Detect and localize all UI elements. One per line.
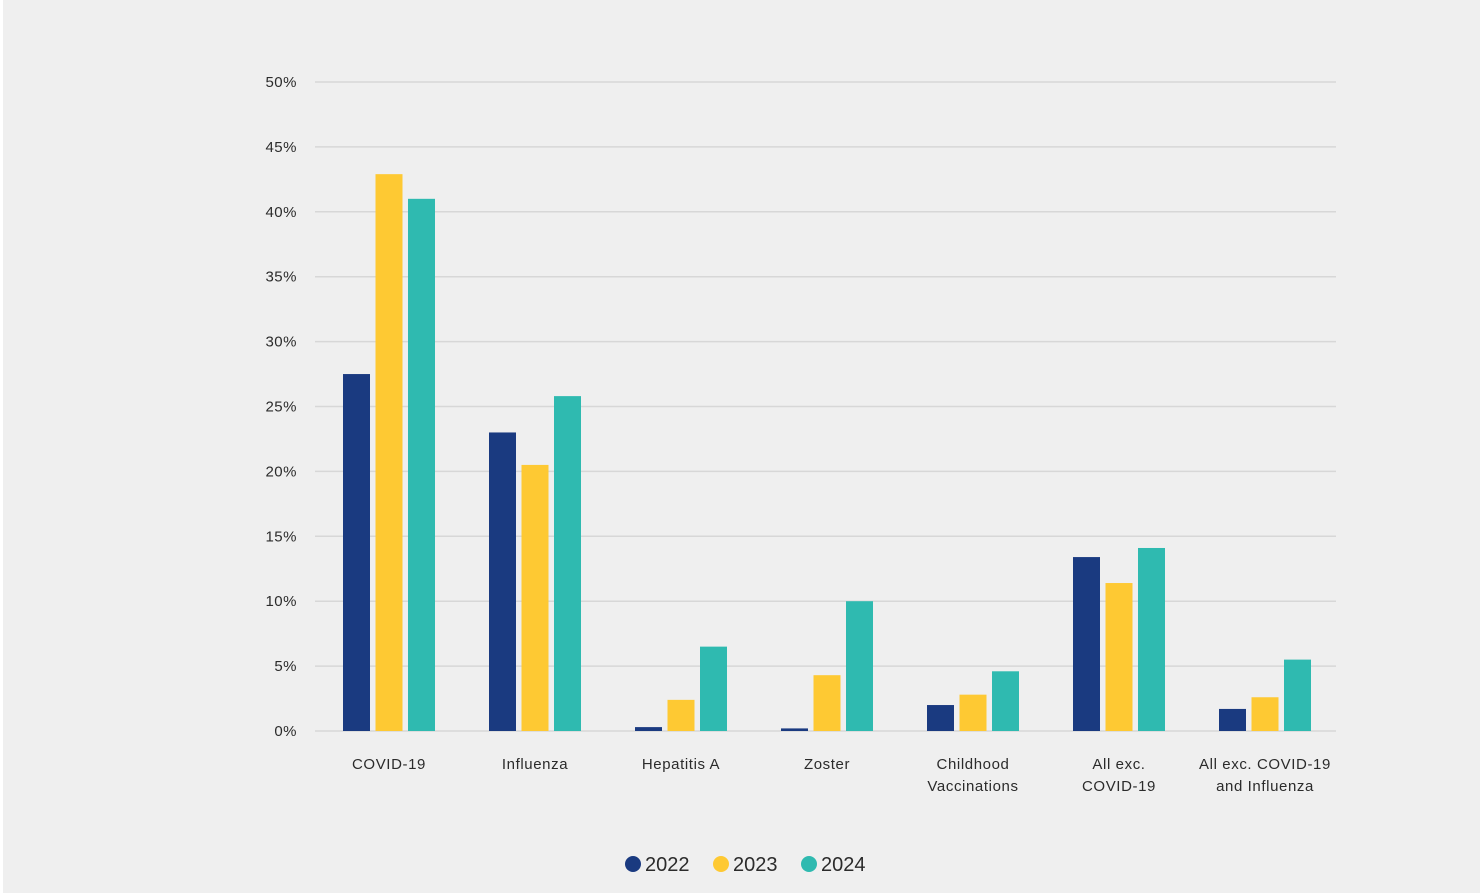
bar-2024 [992, 671, 1019, 731]
bars [343, 174, 1311, 731]
x-category-label: All exc. COVID-19 [1082, 756, 1156, 795]
y-tick-label: 30% [265, 334, 297, 351]
y-tick-label: 50% [265, 74, 297, 91]
x-category-label: Influenza [502, 756, 568, 773]
bar-2024 [554, 396, 581, 731]
legend-label-2024: 2024 [821, 854, 866, 876]
x-category-label: COVID-19 [352, 756, 426, 773]
legend-label-2022: 2022 [645, 854, 690, 876]
bar-2022 [781, 728, 808, 731]
bar-2024 [1284, 659, 1311, 731]
bar-2024 [408, 198, 435, 731]
bar-2024 [1138, 547, 1165, 731]
x-category-label: Hepatitis A [642, 756, 720, 773]
x-axis-categories: COVID-19 Influenza Hepatitis A Zoster Childh… [352, 756, 1331, 795]
x-category-label: All exc. COVID-19 and Influenza [1199, 756, 1331, 795]
x-category-label: Zoster [804, 756, 850, 773]
legend-marker-2024 [801, 856, 817, 872]
bar-2024 [846, 601, 873, 731]
y-tick-label: 45% [265, 139, 297, 156]
legend-marker-2023 [713, 856, 729, 872]
bar-2023 [521, 464, 549, 731]
bar-2023 [667, 699, 695, 731]
x-category-label: Childhood Vaccinations [927, 756, 1018, 795]
legend: 2022 2023 2024 [625, 854, 866, 876]
bar-2022 [1219, 708, 1246, 731]
bar-2023 [959, 694, 987, 731]
bar-2023 [375, 174, 403, 731]
y-tick-label: 10% [265, 593, 297, 610]
y-tick-label: 40% [265, 204, 297, 221]
bar-2022 [635, 727, 662, 731]
bar-2022 [489, 432, 516, 731]
y-tick-label: 0% [274, 723, 297, 740]
y-tick-label: 15% [265, 528, 297, 545]
y-tick-label: 20% [265, 463, 297, 480]
gridlines [315, 81, 1336, 732]
bar-chart: 0% 5% 10% 15% 20% 25% 30% 35% 40% 45% 50% COVID-19… [265, 74, 1336, 876]
y-tick-label: 25% [265, 399, 297, 416]
y-tick-label: 5% [274, 658, 297, 675]
bar-2022 [343, 374, 370, 731]
bar-2023 [1105, 583, 1133, 731]
bar-2022 [927, 705, 954, 731]
y-axis-ticks: 0% 5% 10% 15% 20% 25% 30% 35% 40% 45% 50% [265, 74, 297, 740]
bar-2024 [700, 646, 727, 731]
bar-2023 [1251, 697, 1279, 731]
legend-label-2023: 2023 [733, 854, 778, 876]
bar-2022 [1073, 557, 1100, 731]
y-tick-label: 35% [265, 269, 297, 286]
legend-marker-2022 [625, 856, 641, 872]
bar-2023 [813, 675, 841, 731]
